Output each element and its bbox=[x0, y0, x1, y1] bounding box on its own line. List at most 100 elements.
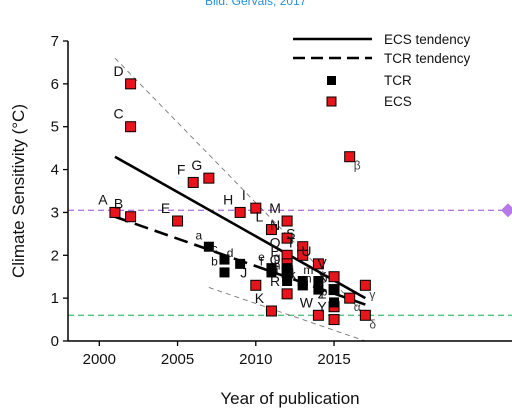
data-point-label: δ bbox=[369, 317, 376, 331]
data-point-label: G bbox=[191, 157, 202, 173]
data-point-label: m bbox=[303, 263, 313, 277]
data-point-ecs-N bbox=[281, 232, 293, 244]
data-point-tcr-m bbox=[313, 276, 324, 286]
data-point-ecs-J bbox=[250, 279, 262, 291]
data-point-label: n bbox=[305, 272, 312, 286]
data-point-tcr-f bbox=[266, 267, 277, 278]
x-tick-label: 2005 bbox=[161, 351, 194, 368]
data-point-ecs-A bbox=[109, 206, 121, 218]
data-point-label: I bbox=[242, 187, 246, 203]
data-point-label: N bbox=[270, 217, 280, 233]
x-axis-ticks: 2000 2005 2010 2015 bbox=[83, 341, 351, 368]
y-tick-label: 6 bbox=[51, 76, 59, 93]
data-point-ecs-G bbox=[203, 172, 215, 184]
data-point-label: h bbox=[274, 259, 281, 273]
data-point-tcr-l bbox=[297, 280, 308, 291]
data-point-label: P bbox=[270, 243, 279, 259]
data-point-ecs-T bbox=[297, 249, 309, 261]
data-point-label: T bbox=[286, 234, 295, 250]
data-point-tcr-i bbox=[282, 276, 293, 286]
y-tick-label: 4 bbox=[51, 162, 59, 179]
data-point-ecs-R bbox=[281, 288, 293, 300]
legend-ecs-tendency-label: ECS tendency bbox=[384, 32, 471, 47]
data-point-ecs-γ bbox=[359, 279, 371, 291]
data-point-label: p bbox=[321, 284, 328, 298]
data-point-label: f bbox=[260, 254, 264, 268]
data-point-label: γ bbox=[369, 287, 375, 301]
trend-line-ecs-tendency bbox=[114, 155, 366, 300]
data-point-label: c bbox=[212, 242, 218, 256]
data-point-ecs-U bbox=[312, 258, 324, 270]
legend-tcr-label: TCR bbox=[384, 73, 412, 88]
data-point-ecs-H bbox=[234, 206, 246, 218]
data-point-label: O bbox=[270, 234, 281, 250]
data-point-ecs-I bbox=[250, 202, 262, 214]
data-point-label: S bbox=[286, 226, 295, 242]
data-point-label: F bbox=[177, 161, 186, 177]
chart-attribution: Bild: Gervais, 2017 bbox=[205, 0, 307, 8]
data-point-tcr-a bbox=[203, 241, 214, 252]
x-tick-label: 2015 bbox=[317, 351, 350, 368]
y-tick-label: 2 bbox=[51, 247, 59, 264]
data-point-label: A bbox=[98, 191, 108, 207]
data-point-label: g bbox=[274, 250, 281, 264]
x-tick-label: 2000 bbox=[83, 351, 116, 368]
chart-legend: ECS tendency TCR tendency TCR ECS bbox=[293, 32, 471, 109]
y-tick-label: 1 bbox=[51, 290, 59, 307]
data-point-label: α bbox=[354, 300, 361, 314]
data-point-tcr-p bbox=[329, 297, 340, 308]
data-point-label: Y bbox=[317, 299, 327, 315]
data-point-ecs-E bbox=[172, 215, 184, 227]
data-point-label: E bbox=[161, 200, 170, 216]
data-point-label: B bbox=[114, 196, 123, 212]
data-point-ecs-α bbox=[344, 292, 356, 304]
data-point-ecs-B bbox=[125, 211, 137, 223]
y-tick-label: 5 bbox=[51, 119, 59, 136]
y-tick-label: 3 bbox=[51, 204, 59, 221]
data-point-tcr-n bbox=[313, 284, 324, 295]
data-point-label: a bbox=[196, 229, 203, 243]
y-axis-ticks: 0 1 2 3 4 5 6 7 bbox=[51, 33, 68, 350]
legend-tcr-swatch bbox=[327, 76, 336, 85]
data-point-label: o bbox=[321, 272, 328, 286]
legend-ecs-swatch bbox=[326, 96, 337, 107]
data-point-label: L bbox=[256, 209, 264, 225]
data-point-ecs-β bbox=[344, 151, 356, 163]
legend-ecs-label: ECS bbox=[384, 94, 412, 109]
data-point-ecs-C bbox=[125, 121, 137, 133]
data-point-label: M bbox=[269, 200, 281, 216]
plot-area: ABCDEFGHIJKLMNOPQRSTUVWXYZαβγδabcdefghij… bbox=[68, 57, 512, 342]
data-point-label: H bbox=[223, 191, 233, 207]
data-point-label: l bbox=[291, 267, 294, 281]
data-point-label: U bbox=[301, 243, 311, 259]
data-point-label: d bbox=[227, 246, 234, 260]
y-tick-label: 0 bbox=[51, 333, 59, 350]
data-point-label: e bbox=[258, 250, 265, 264]
data-point-label: k bbox=[290, 267, 297, 281]
data-point-ecs-δ bbox=[359, 309, 371, 321]
legend-tcr-tendency-label: TCR tendency bbox=[384, 51, 471, 66]
trend-line-ecs-upper bbox=[114, 57, 366, 316]
data-point-label: Q bbox=[270, 251, 281, 267]
data-point-tcr-c bbox=[219, 254, 230, 265]
data-point-ecs-K bbox=[265, 305, 277, 317]
data-point-label: β bbox=[354, 159, 361, 173]
data-point-ecs-D bbox=[125, 78, 137, 90]
data-point-label: C bbox=[114, 106, 124, 122]
data-point-label: R bbox=[270, 273, 280, 289]
data-point-ecs-F bbox=[187, 176, 199, 188]
y-tick-label: 7 bbox=[51, 33, 59, 50]
data-point-tcr-o bbox=[329, 284, 340, 295]
data-point-ecs-Y bbox=[328, 314, 340, 326]
data-point-ecs-V bbox=[328, 271, 340, 283]
data-point-tcr-b bbox=[219, 267, 230, 278]
x-axis-title: Year of publication bbox=[220, 389, 359, 408]
data-point-tcr-d bbox=[235, 258, 246, 269]
data-point-label: i bbox=[276, 263, 279, 277]
data-point-label: J bbox=[240, 264, 247, 280]
data-point-label: D bbox=[114, 63, 124, 79]
data-point-label: K bbox=[255, 290, 265, 306]
trend-line-tcr-lower bbox=[208, 287, 366, 342]
data-point-label: b bbox=[211, 254, 218, 268]
